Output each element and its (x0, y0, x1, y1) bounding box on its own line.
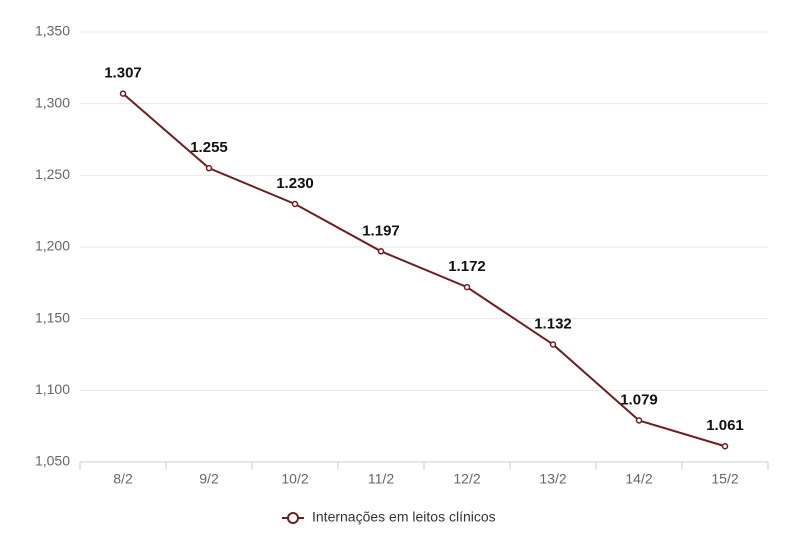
value-label: 1.079 (620, 391, 658, 408)
x-tick-label: 10/2 (281, 471, 308, 487)
y-tick-label: 1,050 (35, 453, 70, 469)
x-tick-label: 14/2 (625, 471, 652, 487)
y-tick-label: 1,300 (35, 94, 70, 110)
point (119, 90, 127, 97)
point (635, 417, 643, 424)
point (377, 248, 385, 255)
y-tick-label: 1,250 (35, 166, 70, 182)
point (721, 442, 729, 450)
point (549, 341, 557, 348)
y-tick-label: 1,350 (35, 23, 70, 39)
point (463, 283, 471, 291)
value-label: 1.307 (104, 65, 142, 82)
value-label: 1.172 (448, 258, 486, 275)
value-label: 1.255 (190, 139, 228, 156)
value-label: 1.132 (534, 315, 572, 332)
y-tick-label: 1,200 (35, 238, 70, 254)
legend-marker (287, 512, 299, 524)
x-tick-label: 15/2 (711, 471, 738, 487)
x-tick-label: 11/2 (368, 471, 394, 487)
y-tick-label: 1,150 (35, 309, 70, 325)
point (205, 164, 213, 172)
x-tick-label: 8/2 (113, 471, 133, 487)
x-tick-label: 9/2 (199, 471, 219, 487)
y-tick-label: 1,100 (35, 381, 70, 397)
value-label: 1.197 (362, 222, 400, 239)
value-label: 1.230 (276, 175, 314, 192)
x-tick-label: 13/2 (539, 471, 566, 487)
legend-label: Internações em leitos clínicos (312, 509, 496, 525)
x-tick-label: 12/2 (453, 471, 480, 487)
value-label: 1.061 (706, 417, 744, 434)
line (122, 92, 726, 448)
point (291, 200, 299, 208)
